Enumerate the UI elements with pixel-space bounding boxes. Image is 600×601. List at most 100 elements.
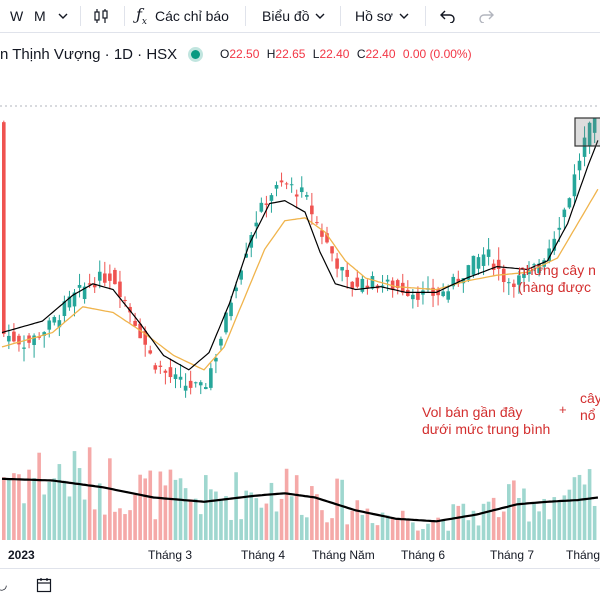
- candle-body: [47, 320, 52, 330]
- volume-bar: [572, 477, 577, 540]
- volume-bar: [229, 519, 233, 540]
- candle-body: [552, 238, 557, 251]
- candle-body: [446, 291, 450, 300]
- candle-body: [572, 174, 577, 197]
- candle-body: [562, 209, 567, 218]
- volume-bar: [461, 503, 466, 540]
- interval-button-w[interactable]: W: [10, 8, 24, 24]
- goto-date-button[interactable]: [36, 577, 52, 598]
- volume-bar: [67, 496, 72, 540]
- volume-bar: [289, 496, 294, 540]
- volume-bar: [315, 494, 319, 540]
- volume-bar: [330, 518, 334, 540]
- volume-bar: [163, 485, 168, 540]
- volume-bar: [178, 478, 183, 540]
- volume-bar: [476, 525, 481, 540]
- volume-bar: [522, 488, 526, 540]
- volume-bar: [158, 471, 163, 540]
- volume-bar: [441, 519, 445, 540]
- volume-bar: [552, 497, 557, 540]
- redo-button[interactable]: [478, 0, 494, 32]
- top-toolbar: W M ƒx Các chỉ báo Biểu đồ Hồ sơ: [0, 0, 600, 33]
- candle-body: [67, 296, 72, 308]
- ohlc-values: O22.50 H22.65 L22.40 C22.40 0.00 (0.00%): [220, 47, 472, 61]
- indicators-button[interactable]: ƒx Các chỉ báo: [136, 0, 229, 32]
- candle-body: [204, 387, 208, 390]
- volume-bar: [37, 452, 41, 540]
- candle-body: [279, 180, 284, 183]
- volume-bar: [294, 475, 299, 540]
- candle-body: [380, 285, 385, 287]
- volume-bar: [62, 480, 67, 540]
- candle-body: [193, 382, 198, 384]
- volume-bar: [27, 469, 31, 540]
- volume-bar: [446, 530, 450, 540]
- candle-body: [128, 306, 132, 313]
- candle-body: [234, 287, 238, 292]
- candle-body: [72, 292, 77, 307]
- volume-bar: [370, 523, 375, 540]
- candle-body: [244, 253, 248, 258]
- candle-body: [284, 183, 289, 185]
- volume-bar: [219, 500, 223, 540]
- candle-body: [32, 335, 36, 345]
- x-label-thang-6: Tháng 6: [401, 548, 446, 562]
- volume-bar: [153, 519, 158, 540]
- volume-bar: [577, 474, 582, 540]
- candle-body: [12, 331, 16, 342]
- candle-body: [209, 368, 213, 388]
- candle-body: [360, 278, 365, 292]
- candle-body: [350, 281, 355, 289]
- candle-body: [325, 233, 329, 243]
- candle-body: [178, 376, 183, 380]
- fx-icon: ƒx: [136, 4, 147, 28]
- undo-button[interactable]: [440, 0, 456, 32]
- candle-body: [582, 137, 587, 157]
- moving-average-fast: [1, 140, 599, 371]
- volume-bar: [82, 499, 87, 540]
- volume-bar: [582, 484, 587, 540]
- symbol-title[interactable]: n Thịnh Vượng · 1D · HSX: [0, 45, 178, 63]
- candle-body: [183, 385, 188, 391]
- chart-label: Biểu đồ: [262, 8, 310, 24]
- candle-body: [471, 255, 476, 275]
- candle-body: [108, 273, 112, 281]
- volume-bar: [507, 484, 511, 540]
- chart-type-button[interactable]: Biểu đồ: [262, 0, 325, 32]
- candlesticks: [2, 117, 597, 398]
- chevron-down-icon: [399, 10, 409, 22]
- candle-body: [62, 301, 67, 317]
- price-chart[interactable]: [0, 70, 600, 540]
- candle-body: [547, 248, 551, 262]
- candle-body: [370, 276, 375, 289]
- x-label-thang-nam: Tháng Năm: [312, 548, 375, 562]
- candle-body: [294, 194, 299, 197]
- volume-bar: [204, 475, 208, 540]
- candle-body: [163, 370, 168, 373]
- candle-body: [512, 283, 516, 288]
- volume-bar: [355, 500, 360, 540]
- candle-style-button[interactable]: [92, 0, 110, 32]
- candle-body: [113, 269, 117, 285]
- volume-bar: [168, 469, 173, 540]
- candle-body: [133, 320, 137, 326]
- volume-bar: [279, 498, 284, 540]
- volume-bar: [456, 505, 461, 540]
- candle-body: [224, 312, 228, 333]
- undo-icon: [440, 10, 455, 23]
- volume-bar: [481, 503, 486, 540]
- candle-body: [2, 122, 6, 334]
- highlight-box: [574, 117, 600, 147]
- volume-bar: [138, 474, 142, 540]
- bottom-toolbar: ◡: [0, 568, 600, 601]
- candle-body: [87, 283, 92, 285]
- interval-dropdown-chevron-icon[interactable]: [58, 0, 68, 32]
- volume-bar: [224, 496, 228, 540]
- volume-bar: [466, 520, 471, 540]
- profile-button[interactable]: Hồ sơ: [355, 0, 409, 32]
- candle-body: [542, 260, 546, 267]
- candle-body: [123, 299, 127, 301]
- interval-button-m[interactable]: M: [34, 8, 46, 24]
- volume-bar: [567, 489, 572, 540]
- volume-bar: [143, 478, 147, 540]
